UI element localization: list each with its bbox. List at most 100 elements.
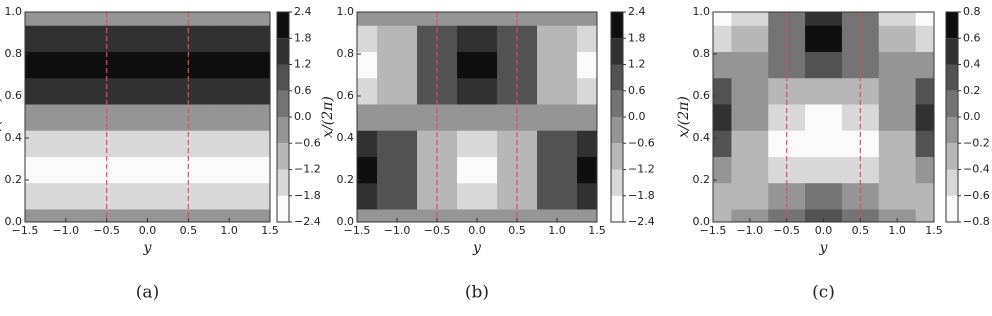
contour-cell [577, 208, 597, 222]
y-tick-label: 0.0 [5, 215, 23, 228]
contour-cell [457, 130, 498, 157]
colorbar-label: 0.0 [963, 110, 981, 123]
contour-cell [878, 208, 917, 222]
colorbar-label: 0.0 [294, 110, 312, 123]
colorbar-label: −0.6 [294, 136, 321, 149]
contour-cell [249, 77, 270, 105]
contour-cell [377, 12, 418, 26]
x-axis-label: y [472, 240, 482, 256]
colorbar-label: −1.8 [294, 189, 321, 202]
contour-cell [878, 130, 917, 157]
x-tick-label: −1.0 [736, 224, 763, 237]
contour-cell [377, 182, 418, 210]
contour-cell [249, 51, 270, 79]
contour-cell [249, 208, 270, 222]
contour-cell [878, 103, 917, 131]
colorbar-swatch [611, 38, 623, 65]
contour-cell [127, 51, 169, 79]
contour-cell [537, 156, 578, 184]
x-tick-label: 1.0 [888, 224, 906, 237]
contour-cell [457, 51, 498, 79]
colorbar-swatch [946, 64, 958, 91]
colorbar-swatch [946, 90, 958, 117]
colorbar-label: −0.6 [963, 189, 990, 202]
y-axis-label: x/(2π) [676, 96, 692, 138]
contour-cell [805, 12, 843, 26]
contour-cell [915, 130, 934, 157]
contour-cell [713, 25, 733, 52]
field [25, 12, 270, 222]
contour-cell [208, 25, 251, 52]
contour-cell [45, 103, 87, 131]
contour-cell [577, 103, 597, 131]
contour-cell [45, 51, 87, 79]
x-tick-label: 1.5 [588, 224, 606, 237]
colorbar-label: −0.2 [963, 136, 990, 149]
contour-cell [537, 12, 578, 26]
contour-cell [805, 208, 843, 222]
contour-cell [25, 25, 47, 52]
contour-cell [878, 25, 917, 52]
contour-cell [537, 130, 578, 157]
contour-cell [577, 130, 597, 157]
y-tick-label: 0.2 [337, 173, 355, 186]
y-tick-label: 0.8 [337, 47, 355, 60]
y-tick-label: 0.4 [337, 131, 355, 144]
x-tick-label: −0.5 [424, 224, 451, 237]
contour-cell [915, 77, 934, 105]
colorbar-label: 1.8 [294, 31, 312, 44]
contour-cell [731, 51, 769, 79]
colorbar-swatch [611, 143, 623, 170]
colorbar-label: 2.4 [628, 5, 646, 18]
x-tick-label: 0.5 [180, 224, 198, 237]
contour-cell [127, 208, 169, 222]
colorbar-swatch [611, 195, 623, 222]
colorbar-label: −1.2 [628, 163, 655, 176]
contour-cell [713, 156, 733, 184]
contour-cell [577, 77, 597, 105]
contour-cell [45, 12, 87, 26]
colorbar-swatch [277, 90, 289, 117]
contour-cell [417, 12, 458, 26]
colorbar-label: 0.8 [963, 5, 981, 18]
y-tick-label: 0.4 [693, 131, 711, 144]
contour-cell [167, 12, 210, 26]
colorbar-swatch [277, 169, 289, 196]
x-tick-label: 0.5 [508, 224, 526, 237]
contour-cell [377, 51, 418, 79]
colorbar-swatch [277, 12, 289, 39]
y-tick-label: 0.2 [5, 173, 23, 186]
contour-cell [731, 156, 769, 184]
contour-cell [208, 156, 251, 184]
colorbar-label: 1.2 [628, 58, 646, 71]
contour-cell [249, 12, 270, 26]
contour-cell [731, 130, 769, 157]
contour-cell [249, 25, 270, 52]
contour-cell [457, 77, 498, 105]
x-tick-label: 0.5 [852, 224, 870, 237]
contour-cell [805, 103, 843, 131]
colorbar-swatch [611, 12, 623, 39]
contour-cell [357, 25, 378, 52]
contour-cell [878, 182, 917, 210]
contour-cell [208, 103, 251, 131]
contour-cell [377, 25, 418, 52]
colorbar-label: 0.6 [294, 84, 312, 97]
panel-caption: (a) [136, 283, 159, 303]
contour-cell [45, 130, 87, 157]
contour-cell [878, 12, 917, 26]
field [713, 12, 934, 222]
x-tick-label: 0.0 [815, 224, 833, 237]
contour-cell [25, 182, 47, 210]
contour-cell [357, 130, 378, 157]
x-tick-label: −1.0 [384, 224, 411, 237]
contour-cell [841, 12, 880, 26]
contour-cell [357, 77, 378, 105]
contour-cell [878, 156, 917, 184]
colorbar-swatch [946, 143, 958, 170]
y-axis-label: x/(2π) [0, 96, 4, 138]
contour-cell [357, 103, 378, 131]
colorbar-label: 1.8 [628, 31, 646, 44]
colorbar-swatch [946, 12, 958, 39]
x-tick-label: −1.0 [52, 224, 79, 237]
